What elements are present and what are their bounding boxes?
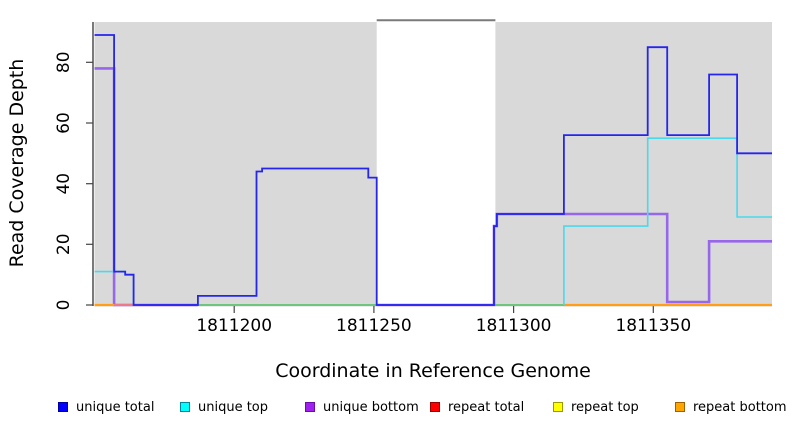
legend-swatch-unique-bottom bbox=[305, 402, 315, 412]
y-tick-label: 60 bbox=[54, 112, 74, 134]
y-tick-label: 20 bbox=[54, 233, 74, 255]
series-unique-total bbox=[94, 34, 772, 306]
x-tick-label: 1811350 bbox=[615, 316, 691, 336]
x-tick-label: 1811300 bbox=[476, 316, 552, 336]
legend-label-unique-total: unique total bbox=[76, 399, 155, 415]
legend-item-repeat-total: repeat total bbox=[430, 398, 524, 416]
legend-label-unique-bottom: unique bottom bbox=[323, 399, 419, 415]
x-tick-label: 1811200 bbox=[196, 316, 272, 336]
legend-item-unique-bottom: unique bottom bbox=[305, 398, 419, 416]
y-axis-title: Read Coverage Depth bbox=[6, 58, 28, 268]
legend-label-repeat-bottom: repeat bottom bbox=[693, 399, 787, 415]
y-tick-label: 80 bbox=[54, 51, 74, 73]
legend-swatch-unique-total bbox=[58, 402, 68, 412]
x-axis-title: Coordinate in Reference Genome bbox=[275, 360, 591, 382]
legend: unique total unique top unique bottom repea… bbox=[0, 398, 792, 420]
legend-swatch-unique-top bbox=[180, 402, 190, 412]
legend-item-unique-total: unique total bbox=[58, 398, 154, 416]
legend-swatch-repeat-bottom bbox=[675, 402, 685, 412]
y-tick-label: 0 bbox=[54, 300, 74, 311]
legend-label-repeat-top: repeat top bbox=[571, 399, 639, 415]
legend-item-unique-top: unique top bbox=[180, 398, 268, 416]
legend-label-unique-top: unique top bbox=[198, 399, 269, 415]
y-tick-label: 40 bbox=[54, 173, 74, 195]
legend-item-repeat-bottom: repeat bottom bbox=[675, 398, 787, 416]
series-unique-top bbox=[563, 137, 772, 305]
legend-item-repeat-top: repeat top bbox=[553, 398, 639, 416]
legend-swatch-repeat-total bbox=[430, 402, 440, 412]
legend-swatch-repeat-top bbox=[553, 402, 563, 412]
masked-region bbox=[376, 19, 496, 307]
x-tick-label: 1811250 bbox=[336, 316, 412, 336]
legend-label-repeat-total: repeat total bbox=[448, 399, 525, 415]
